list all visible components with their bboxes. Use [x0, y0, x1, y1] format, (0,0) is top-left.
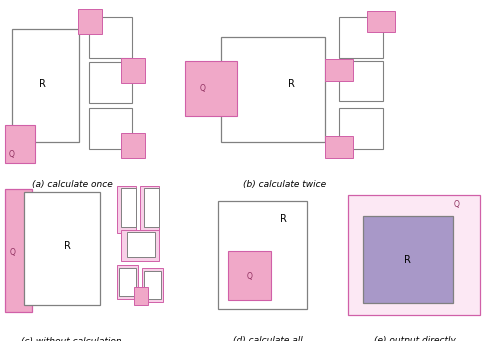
Bar [339, 61, 383, 102]
Bar [218, 201, 308, 309]
Bar [142, 268, 163, 302]
Text: Q: Q [9, 150, 15, 159]
Bar [117, 265, 138, 299]
Bar [88, 108, 132, 149]
Bar [367, 11, 395, 32]
Bar [5, 125, 34, 163]
Bar [88, 17, 132, 58]
Bar [121, 133, 146, 158]
Bar [121, 188, 136, 227]
Text: (a) calculate once: (a) calculate once [32, 180, 113, 189]
Text: R: R [404, 255, 411, 265]
Bar [12, 29, 79, 142]
Bar [78, 9, 102, 34]
Text: Q: Q [247, 272, 253, 281]
Bar [140, 186, 159, 233]
Bar [88, 62, 132, 103]
Bar [228, 251, 271, 300]
Bar [221, 37, 325, 142]
Bar [24, 192, 100, 306]
Text: (b) calculate twice: (b) calculate twice [244, 180, 326, 189]
Bar [339, 17, 383, 58]
Bar [325, 59, 353, 81]
Text: R: R [64, 241, 71, 251]
Bar [144, 188, 159, 227]
Text: (e) output directly: (e) output directly [374, 336, 456, 341]
Bar [121, 58, 146, 83]
Bar [119, 268, 136, 296]
Bar [126, 232, 155, 257]
Bar [121, 230, 159, 262]
Bar [134, 286, 147, 306]
Bar [325, 136, 353, 158]
Bar [144, 271, 161, 299]
Text: R: R [288, 79, 294, 89]
Text: (d) calculate all: (d) calculate all [232, 336, 302, 341]
Text: R: R [280, 214, 287, 224]
Text: Q: Q [454, 200, 460, 209]
Text: (c) without calculation: (c) without calculation [21, 337, 122, 341]
Text: Q: Q [200, 85, 206, 93]
Bar [362, 216, 452, 303]
Text: Q: Q [10, 248, 16, 256]
Bar [185, 61, 237, 116]
Bar [5, 189, 32, 312]
Text: R: R [40, 79, 46, 89]
Bar [348, 195, 480, 315]
Bar [339, 108, 383, 149]
Bar [117, 186, 136, 233]
